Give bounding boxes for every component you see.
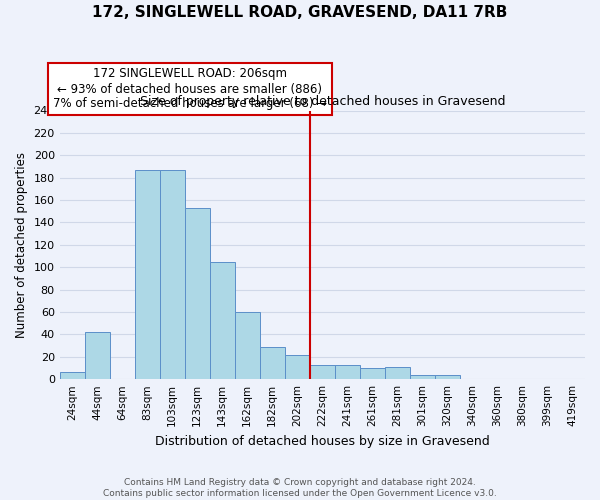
Text: 172 SINGLEWELL ROAD: 206sqm
← 93% of detached houses are smaller (886)
7% of sem: 172 SINGLEWELL ROAD: 206sqm ← 93% of det… (53, 68, 327, 110)
Bar (260, 346, 285, 379)
Bar (360, 368, 385, 379)
Bar (385, 367, 410, 379)
Bar (160, 170, 185, 379)
Bar (210, 262, 235, 379)
Title: Size of property relative to detached houses in Gravesend: Size of property relative to detached ho… (140, 95, 505, 108)
Bar (310, 364, 335, 379)
Bar (135, 170, 160, 379)
Bar (285, 354, 310, 379)
Bar (435, 374, 460, 379)
X-axis label: Distribution of detached houses by size in Gravesend: Distribution of detached houses by size … (155, 434, 490, 448)
Y-axis label: Number of detached properties: Number of detached properties (15, 152, 28, 338)
Text: 172, SINGLEWELL ROAD, GRAVESEND, DA11 7RB: 172, SINGLEWELL ROAD, GRAVESEND, DA11 7R… (92, 5, 508, 20)
Bar (410, 374, 435, 379)
Bar (185, 208, 210, 379)
Bar (235, 312, 260, 379)
Bar (335, 364, 360, 379)
Text: Contains HM Land Registry data © Crown copyright and database right 2024.
Contai: Contains HM Land Registry data © Crown c… (103, 478, 497, 498)
Bar (59, 372, 85, 379)
Bar (85, 332, 110, 379)
